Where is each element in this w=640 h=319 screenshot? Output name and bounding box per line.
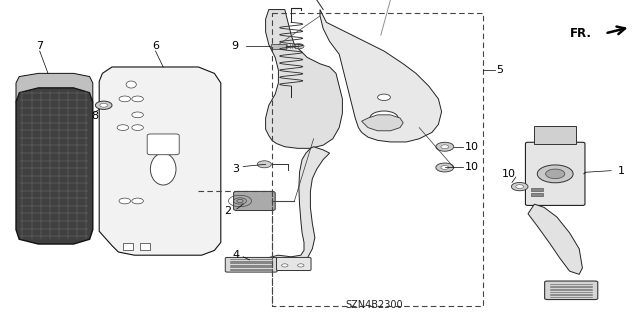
Circle shape	[95, 101, 112, 109]
Polygon shape	[528, 204, 582, 274]
Text: 1: 1	[618, 166, 625, 176]
Circle shape	[294, 44, 304, 49]
Circle shape	[436, 163, 454, 172]
Circle shape	[545, 169, 564, 179]
Text: 5: 5	[496, 65, 503, 75]
Circle shape	[132, 198, 143, 204]
Text: 3: 3	[232, 164, 239, 174]
FancyBboxPatch shape	[534, 126, 576, 144]
Circle shape	[436, 142, 454, 151]
Circle shape	[378, 94, 390, 100]
Circle shape	[132, 125, 143, 130]
Polygon shape	[16, 88, 93, 244]
Text: 10: 10	[502, 169, 516, 179]
FancyBboxPatch shape	[225, 257, 277, 272]
Polygon shape	[16, 73, 93, 102]
Circle shape	[132, 96, 143, 102]
Circle shape	[119, 198, 131, 204]
Circle shape	[257, 161, 271, 168]
Circle shape	[119, 96, 131, 102]
Circle shape	[441, 166, 449, 169]
Ellipse shape	[126, 81, 136, 88]
FancyBboxPatch shape	[525, 142, 585, 205]
FancyBboxPatch shape	[531, 188, 543, 191]
Circle shape	[441, 145, 449, 149]
Polygon shape	[362, 115, 403, 131]
Text: FR.: FR.	[570, 27, 592, 40]
Circle shape	[100, 103, 108, 107]
FancyBboxPatch shape	[140, 243, 150, 250]
FancyBboxPatch shape	[276, 257, 311, 271]
Text: 7: 7	[36, 41, 44, 51]
FancyBboxPatch shape	[234, 191, 275, 211]
Text: 9: 9	[232, 41, 239, 51]
FancyBboxPatch shape	[123, 243, 133, 250]
FancyBboxPatch shape	[531, 193, 543, 196]
Circle shape	[511, 182, 528, 191]
Text: 4: 4	[232, 250, 239, 260]
FancyBboxPatch shape	[271, 44, 286, 49]
Circle shape	[516, 185, 524, 189]
Text: 10: 10	[465, 162, 479, 173]
FancyBboxPatch shape	[147, 134, 179, 155]
Circle shape	[370, 111, 398, 125]
FancyBboxPatch shape	[545, 281, 598, 300]
Text: 2: 2	[223, 205, 231, 216]
Circle shape	[132, 112, 143, 118]
Circle shape	[117, 125, 129, 130]
Text: 6: 6	[152, 41, 159, 51]
Circle shape	[298, 264, 304, 267]
Polygon shape	[266, 147, 330, 270]
Text: 8: 8	[91, 111, 99, 122]
Text: 10: 10	[465, 142, 479, 152]
Text: SZN4B2300: SZN4B2300	[346, 300, 403, 310]
Circle shape	[538, 165, 573, 183]
Polygon shape	[266, 10, 342, 148]
Polygon shape	[320, 10, 442, 142]
Polygon shape	[99, 67, 221, 255]
Ellipse shape	[150, 153, 176, 185]
Circle shape	[282, 264, 288, 267]
